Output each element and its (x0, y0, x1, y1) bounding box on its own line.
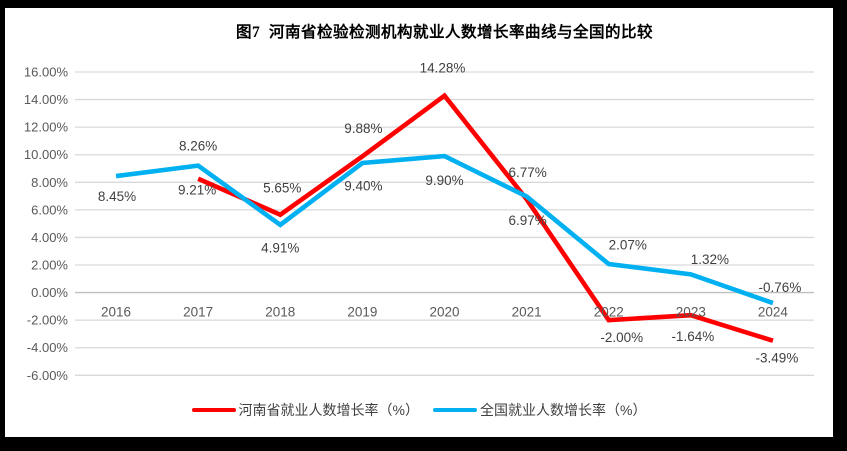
y-axis-tick-label: -6.00% (27, 368, 69, 383)
data-label-national-2017: 8.26% (179, 138, 217, 153)
series-line-national (115, 153, 774, 306)
chart-title: 图7 河南省检验检测机构就业人数增长率曲线与全国的比较 (235, 24, 653, 41)
chart-canvas: 16.00% 14.00% 12.00% 10.00% 8.00% 6.00% 4.00% 2… (24, 60, 814, 383)
data-label-national-2020: 9.90% (425, 173, 463, 188)
data-label-national-2018: 4.91% (261, 241, 299, 256)
y-axis-tick-label: 8.00% (31, 175, 68, 190)
y-axis-tick-label: 10.00% (24, 147, 69, 162)
x-axis-label-2016: 2016 (101, 305, 131, 320)
legend-item-henan: 河南省就业人数增长率（%） (191, 400, 419, 420)
y-axis-tick-label: 2.00% (31, 258, 68, 273)
legend: 河南省就业人数增长率（%） 全国就业人数增长率（%） (5, 398, 833, 422)
y-axis-tick-label: 4.00% (31, 230, 68, 245)
data-label-national-2021: 6.97% (508, 213, 546, 228)
legend-label-henan: 河南省就业人数增长率（%） (238, 402, 419, 418)
data-label-henan-2017: 9.21% (178, 182, 216, 197)
y-axis-tick-label: 0.00% (31, 285, 68, 300)
data-label-henan-2023: -1.64% (671, 329, 714, 344)
series-line-henan (197, 92, 774, 343)
data-label-national-2019: 9.40% (344, 179, 382, 194)
y-axis-tick-label: 14.00% (24, 92, 69, 107)
data-label-henan-2018: 5.65% (263, 180, 301, 195)
data-label-henan-2022: -2.00% (600, 330, 643, 345)
y-axis-tick-label: -4.00% (27, 340, 69, 355)
data-label-national-2022: 2.07% (609, 238, 647, 253)
x-axis-label-2018: 2018 (265, 305, 295, 320)
y-axis-tick-label: 12.00% (24, 120, 69, 135)
y-axis-tick-label: -2.00% (27, 313, 69, 328)
y-axis-tick-label: 16.00% (24, 65, 69, 80)
data-label-henan-2020: 14.28% (420, 60, 466, 75)
data-label-national-2016: 8.45% (98, 189, 136, 204)
legend-red-line-swatch (191, 407, 236, 413)
x-axis-label-2017: 2017 (183, 305, 213, 320)
data-label-henan-2019: 9.88% (344, 121, 382, 136)
data-label-henan-2021: 6.77% (508, 165, 546, 180)
legend-item-national: 全国就业人数增长率（%） (433, 400, 646, 420)
legend-blue-line-swatch (433, 407, 477, 413)
x-axis-label-2023: 2023 (676, 305, 706, 320)
legend-label-national: 全国就业人数增长率（%） (480, 402, 647, 418)
x-axis-label-2020: 2020 (429, 305, 459, 320)
data-label-national-2023: 1.32% (691, 252, 729, 267)
x-axis-label-2022: 2022 (594, 305, 624, 320)
y-axis-tick-label: 6.00% (31, 202, 68, 217)
x-axis-label-2019: 2019 (347, 305, 377, 320)
data-label-henan-2024: -3.49% (756, 350, 799, 365)
data-label-national-2024: -0.76% (759, 280, 802, 295)
x-axis-label-2024: 2024 (758, 305, 789, 320)
x-axis-label-2021: 2021 (512, 305, 542, 320)
chart-paper: 图7 河南省检验检测机构就业人数增长率曲线与全国的比较 16.00% 14.00%… (5, 8, 833, 437)
